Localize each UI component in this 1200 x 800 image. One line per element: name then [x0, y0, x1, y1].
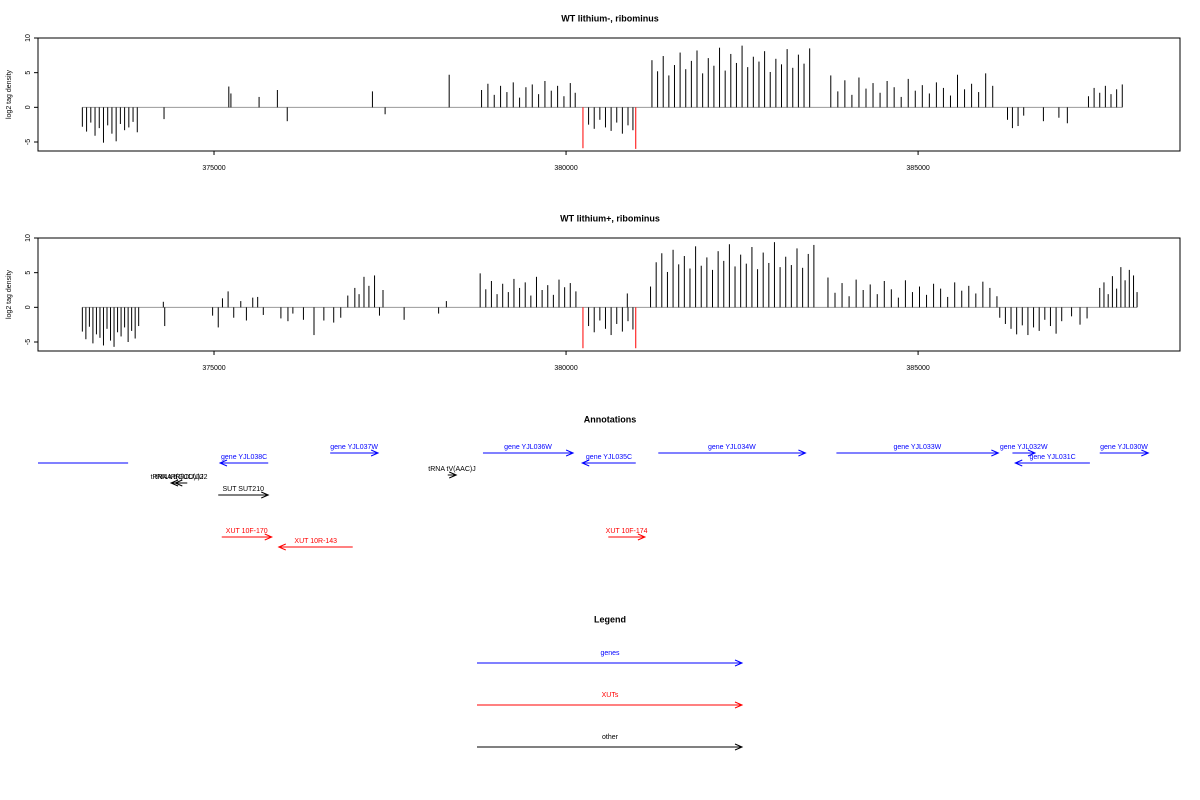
- feature-arrow-head: [261, 491, 270, 499]
- x-tick-label: 385000: [906, 365, 929, 372]
- feature-label: gene YJL036W: [504, 444, 552, 451]
- plot-frame: [37, 237, 1181, 352]
- legend-arrow-head: [734, 743, 744, 751]
- y-tick-label: 10: [25, 234, 32, 242]
- y-tick-label: 10: [25, 34, 32, 42]
- feature-label: gene YJL030W: [1100, 444, 1148, 451]
- feature-arrow-head: [174, 479, 183, 487]
- y-axis-label: log2 tag density: [6, 269, 13, 319]
- feature-label: XUT 10F-170: [226, 528, 268, 535]
- feature-arrow-head: [264, 533, 274, 541]
- feature-label: gene YJL031C: [1029, 454, 1075, 461]
- legend-arrow-head: [734, 701, 744, 709]
- feature-label: SUT SUT210: [222, 486, 264, 493]
- feature-label: tRNA tV(AAC)J: [428, 466, 475, 473]
- feature-arrow-head: [1013, 459, 1023, 467]
- x-tick-label: 385000: [906, 165, 929, 172]
- legend-label: genes: [600, 650, 620, 657]
- chart-title: WT lithium-, ribominus: [561, 13, 659, 23]
- x-tick-label: 375000: [202, 365, 225, 372]
- feature-arrow-head: [637, 533, 647, 541]
- x-tick-label: 375000: [202, 165, 225, 172]
- feature-label: gene YJL033W: [894, 444, 942, 451]
- feature-arrow-head: [218, 459, 228, 467]
- feature-arrow-head: [1027, 449, 1037, 457]
- feature-label: XUT 10R-143: [294, 538, 337, 545]
- feature-arrow-head: [580, 459, 590, 467]
- legend-label: other: [602, 734, 619, 741]
- feature-label: XUT 10F-174: [606, 528, 648, 535]
- feature-label: gene YJL038C: [221, 454, 267, 461]
- y-tick-label: -5: [25, 339, 32, 345]
- feature-arrow-head: [991, 449, 1000, 457]
- y-tick-label: 0: [25, 305, 32, 309]
- feature-label: tRNA tR(GCU)J2: [151, 474, 204, 481]
- legend-label: XUTs: [602, 692, 619, 699]
- x-tick-label: 380000: [554, 165, 577, 172]
- feature-arrow-head: [798, 449, 807, 457]
- feature-arrow-head: [277, 543, 286, 551]
- feature-arrow-head: [449, 471, 458, 479]
- plot-frame: [37, 37, 1181, 152]
- feature-label: tRNA tR(UCU)J2: [155, 474, 208, 481]
- y-tick-label: -5: [25, 139, 32, 145]
- feature-arrow-head: [565, 449, 575, 457]
- y-tick-label: 5: [25, 71, 32, 75]
- feature-label: gene YJL035C: [586, 454, 632, 461]
- feature-arrow-head: [1141, 449, 1150, 457]
- legend-arrow-head: [734, 659, 744, 667]
- feature-label: gene YJL034W: [708, 444, 756, 451]
- feature-arrow-head: [169, 479, 179, 487]
- feature-label: gene YJL037W: [330, 444, 378, 451]
- feature-arrow-head: [370, 449, 380, 457]
- y-axis-label: log2 tag density: [6, 69, 13, 119]
- y-tick-label: 0: [25, 105, 32, 109]
- y-tick-label: 5: [25, 271, 32, 275]
- legend-title: Legend: [594, 614, 626, 624]
- annotations-title: Annotations: [584, 414, 637, 424]
- chart-title: WT lithium+, ribominus: [560, 213, 660, 223]
- x-tick-label: 380000: [554, 365, 577, 372]
- feature-label: gene YJL032W: [1000, 444, 1048, 451]
